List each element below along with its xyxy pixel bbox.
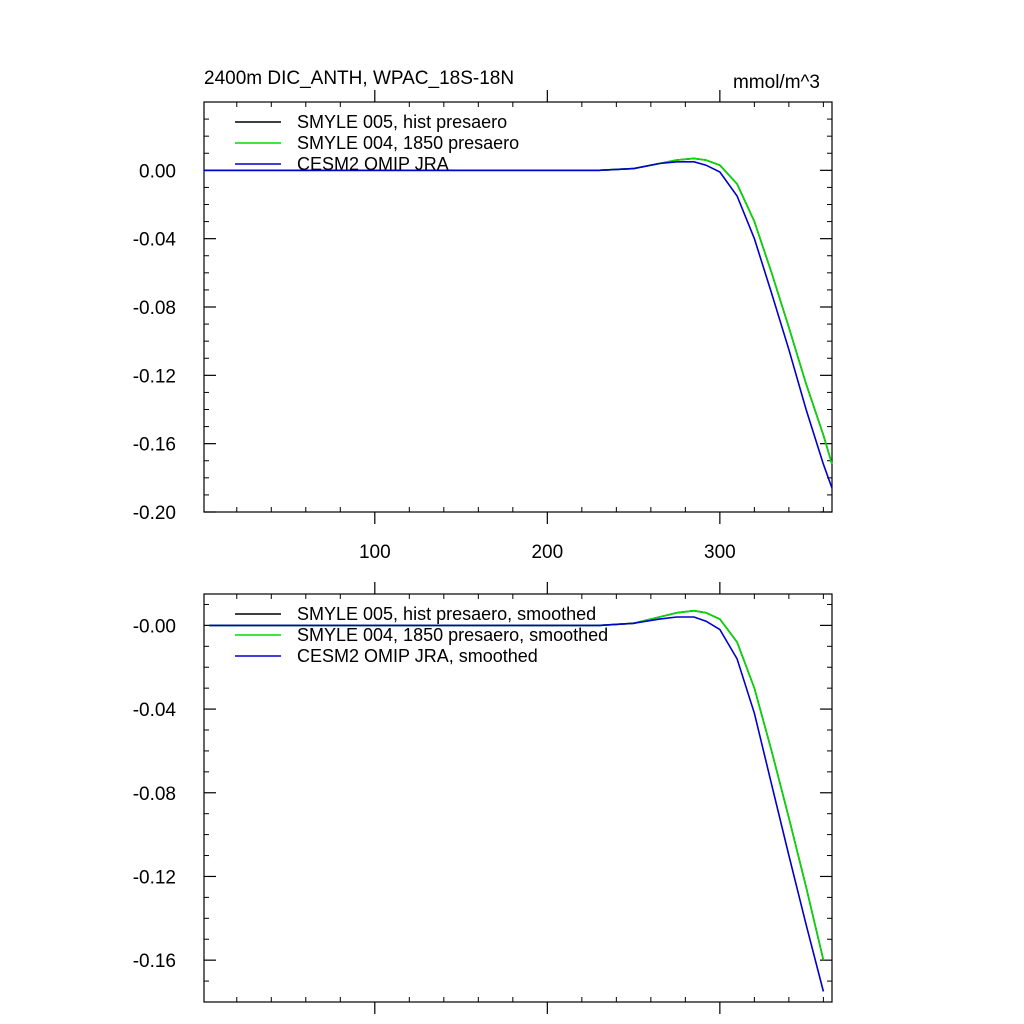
legend-label: SMYLE 005, hist presaero	[297, 112, 507, 132]
y-tick-label: -0.08	[133, 784, 176, 805]
figure-units: mmol/m^3	[733, 72, 820, 93]
y-tick-label: -0.04	[133, 700, 177, 721]
figure-title: 2400m DIC_ANTH, WPAC_18S-18N	[204, 68, 514, 89]
y-tick-label: -0.00	[133, 616, 176, 637]
y-tick-label: -0.20	[133, 503, 176, 524]
legend-label: SMYLE 005, hist presaero, smoothed	[297, 604, 596, 624]
y-tick-label: -0.12	[133, 867, 176, 888]
chart-panel-top: 100 200 300 0.00 -0.04 -0.08 -0.12 -0.16 -0.20 SM…	[133, 90, 833, 563]
plot-frame	[203, 593, 833, 1003]
y-tick-label: -0.16	[133, 435, 176, 456]
legend-label: CESM2 OMIP JRA	[297, 154, 449, 174]
x-tick-label: 300	[704, 542, 736, 563]
y-tick-label: 0.00	[139, 161, 176, 182]
x-tick-label: 200	[531, 542, 563, 563]
y-tick-label: -0.16	[133, 951, 176, 972]
chart-panel-bottom: -0.00 -0.04 -0.08 -0.12 -0.16 SMYLE 005, hist…	[133, 582, 833, 1014]
series-line-1	[204, 157, 833, 465]
series-line-2	[209, 616, 825, 992]
legend-label: CESM2 OMIP JRA, smoothed	[297, 646, 538, 666]
x-tick-label: 100	[359, 542, 391, 563]
legend-label: SMYLE 004, 1850 presaero, smoothed	[297, 625, 608, 645]
series-line-2	[204, 161, 833, 489]
y-tick-label: -0.04	[133, 230, 177, 251]
legend-label: SMYLE 004, 1850 presaero	[297, 133, 519, 153]
y-tick-label: -0.12	[133, 366, 176, 387]
series-line-0	[204, 157, 833, 465]
y-tick-label: -0.08	[133, 298, 176, 319]
